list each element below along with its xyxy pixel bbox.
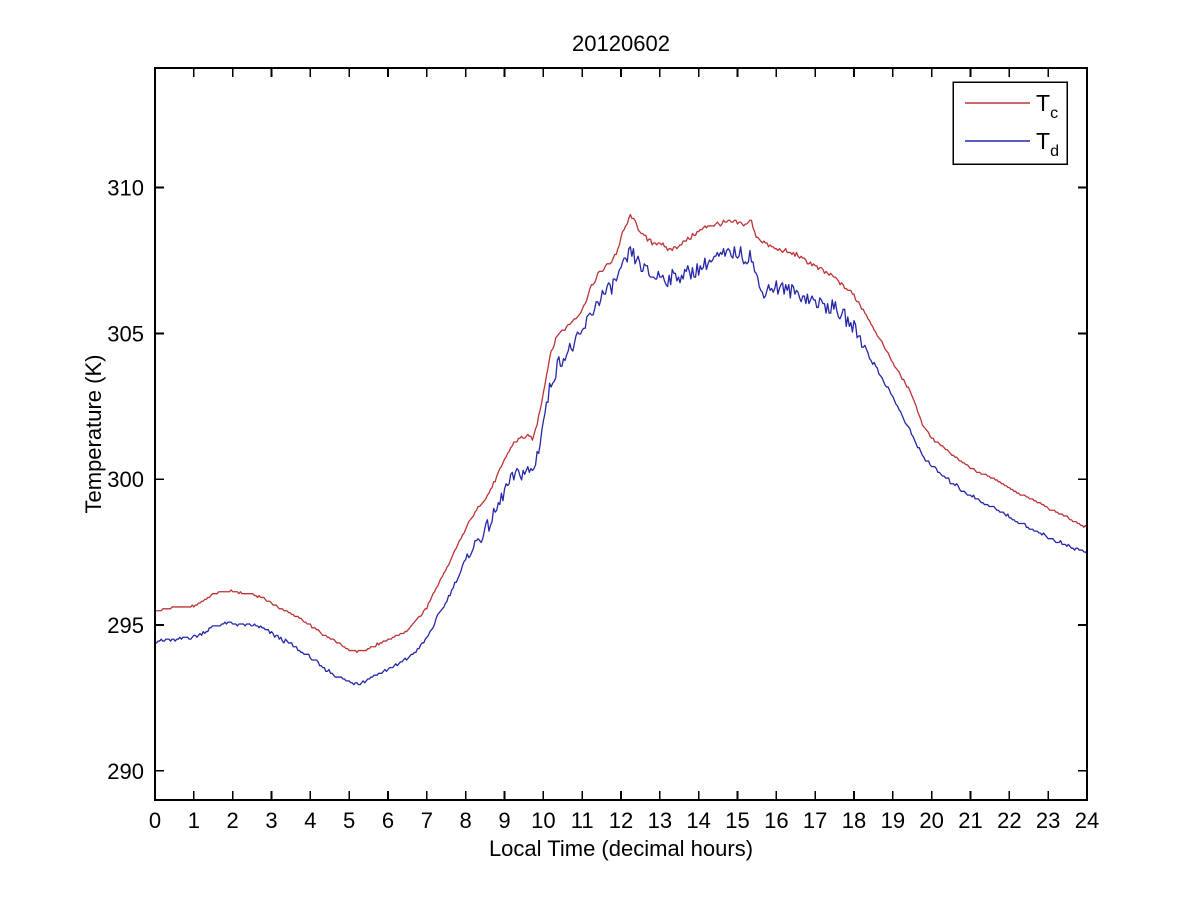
series-Tc-line bbox=[155, 213, 1088, 654]
x-tick-label: 16 bbox=[764, 808, 788, 833]
x-tick-label: 8 bbox=[460, 808, 472, 833]
plot-axis-box bbox=[154, 67, 1088, 801]
x-tick-label: 10 bbox=[531, 808, 555, 833]
x-tick-label: 19 bbox=[881, 808, 905, 833]
legend-label-td: Td bbox=[1036, 128, 1059, 160]
x-tick-label: 11 bbox=[571, 808, 594, 833]
data-series bbox=[155, 213, 1088, 686]
legend-label-tc: Tc bbox=[1036, 90, 1058, 122]
x-tick-label: 7 bbox=[421, 808, 433, 833]
x-tick-label: 20 bbox=[919, 808, 943, 833]
x-tick-label: 14 bbox=[686, 808, 710, 833]
x-axis-label: Local Time (decimal hours) bbox=[489, 836, 753, 861]
series-Td-line bbox=[155, 246, 1088, 686]
y-tick-label: 300 bbox=[107, 467, 144, 492]
x-tick-label: 3 bbox=[265, 808, 277, 833]
x-tick-label: 0 bbox=[149, 808, 161, 833]
legend-box bbox=[952, 81, 1068, 165]
x-tick-label: 6 bbox=[382, 808, 394, 833]
y-tick-label: 310 bbox=[107, 176, 144, 201]
y-tick-label: 295 bbox=[107, 613, 144, 638]
x-tick-label: 4 bbox=[304, 808, 316, 833]
legend: Tc Td bbox=[952, 81, 1068, 165]
x-tick-label: 24 bbox=[1075, 808, 1099, 833]
x-tick-label: 15 bbox=[725, 808, 749, 833]
x-tick-label: 1 bbox=[188, 808, 200, 833]
axis-ticks bbox=[154, 68, 1088, 800]
y-tick-label: 305 bbox=[107, 321, 144, 346]
x-tick-label: 21 bbox=[958, 808, 982, 833]
x-tick-label: 2 bbox=[227, 808, 239, 833]
x-tick-label: 12 bbox=[609, 808, 633, 833]
x-tick-label: 22 bbox=[997, 808, 1021, 833]
x-tick-label: 23 bbox=[1036, 808, 1060, 833]
x-tick-label: 9 bbox=[498, 808, 510, 833]
x-tick-label: 17 bbox=[803, 808, 827, 833]
x-tick-label: 5 bbox=[343, 808, 355, 833]
x-tick-label: 18 bbox=[842, 808, 866, 833]
x-tick-label: 13 bbox=[648, 808, 672, 833]
axis-tick-labels: 0 1 2 3 4 5 6 7 8 9 10 11 12 13 14 15 16 17 18 19 20 21 22 23 24… bbox=[107, 176, 1099, 833]
y-axis-label: Temperature (K) bbox=[81, 355, 106, 514]
y-tick-label: 290 bbox=[107, 759, 144, 784]
chart-title: 20120602 bbox=[572, 31, 670, 56]
